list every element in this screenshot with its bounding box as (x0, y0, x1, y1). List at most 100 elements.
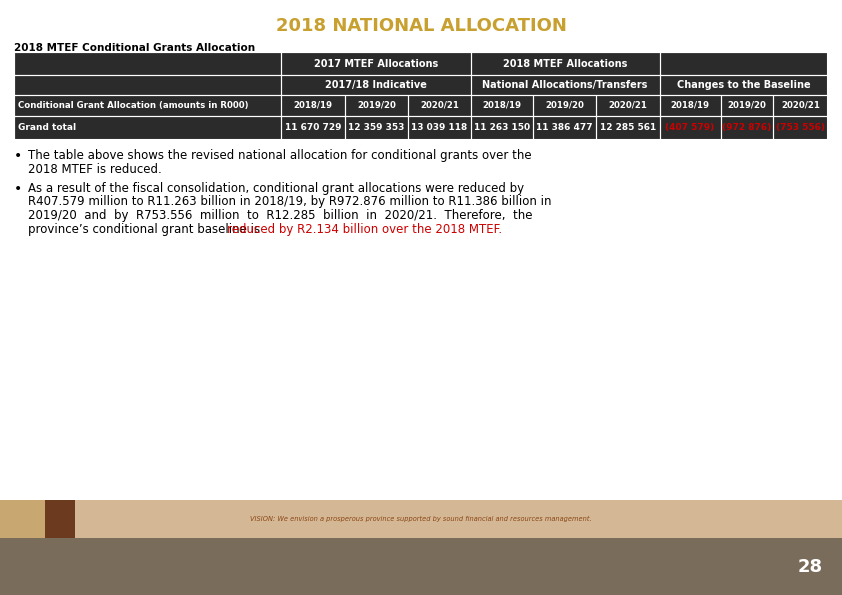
Text: 2020/21: 2020/21 (608, 101, 647, 110)
Bar (471, 116, 533, 140)
Bar (14, 52, 281, 76)
Bar (533, 116, 596, 140)
Text: province’s conditional grant baseline is: province’s conditional grant baseline is (28, 223, 264, 236)
Text: 12 359 353: 12 359 353 (349, 123, 405, 133)
Bar (281, 95, 345, 116)
Text: •: • (14, 182, 22, 196)
Text: 2018 MTEF Conditional Grants Allocation: 2018 MTEF Conditional Grants Allocation (14, 43, 255, 53)
Bar (721, 95, 774, 116)
Bar (408, 116, 471, 140)
Text: 2017 MTEF Allocations: 2017 MTEF Allocations (314, 59, 438, 68)
Text: 2019/20: 2019/20 (546, 101, 584, 110)
Bar (14, 116, 281, 140)
Text: 2018 MTEF Allocations: 2018 MTEF Allocations (503, 59, 627, 68)
Text: Changes to the Baseline: Changes to the Baseline (677, 80, 811, 90)
Text: 2020/21: 2020/21 (781, 101, 820, 110)
Bar (721, 95, 774, 116)
Text: 2018/19: 2018/19 (294, 101, 333, 110)
Bar (471, 52, 659, 76)
Bar (345, 95, 408, 116)
Bar (471, 52, 659, 76)
Bar (774, 95, 828, 116)
Bar (281, 116, 345, 140)
Text: 11 386 477: 11 386 477 (536, 123, 593, 133)
Bar (471, 116, 533, 140)
Text: As a result of the fiscal consolidation, conditional grant allocations were redu: As a result of the fiscal consolidation,… (28, 182, 524, 195)
Bar (14, 95, 281, 116)
Bar (596, 95, 659, 116)
Bar (345, 95, 408, 116)
Bar (14, 76, 281, 95)
Text: (407 579): (407 579) (665, 123, 715, 133)
Text: Grand total: Grand total (18, 123, 76, 133)
Text: National Allocations/Transfers: National Allocations/Transfers (482, 80, 647, 90)
Bar (14, 52, 281, 76)
Text: 2020/21: 2020/21 (420, 101, 459, 110)
Bar (0, 500, 842, 538)
Text: (753 556): (753 556) (776, 123, 825, 133)
Text: (972 876): (972 876) (722, 123, 771, 133)
Bar (659, 52, 828, 76)
Text: 28: 28 (797, 558, 823, 575)
Bar (14, 76, 281, 95)
Text: 2018/19: 2018/19 (482, 101, 521, 110)
Bar (596, 95, 659, 116)
Bar (281, 52, 471, 76)
Text: R407.579 million to R11.263 billion in 2018/19, by R972.876 million to R11.386 b: R407.579 million to R11.263 billion in 2… (28, 196, 552, 208)
Bar (281, 116, 345, 140)
Bar (408, 95, 471, 116)
Bar (774, 95, 828, 116)
Bar (0, 500, 45, 538)
Bar (281, 95, 345, 116)
Text: 12 285 561: 12 285 561 (600, 123, 656, 133)
Text: 11 263 150: 11 263 150 (474, 123, 530, 133)
Bar (345, 116, 408, 140)
Bar (14, 95, 281, 116)
Bar (14, 52, 828, 140)
Bar (471, 76, 659, 95)
Bar (721, 116, 774, 140)
Bar (596, 116, 659, 140)
Text: 2018/19: 2018/19 (670, 101, 710, 110)
Bar (281, 76, 471, 95)
Text: 2019/20: 2019/20 (727, 101, 766, 110)
Bar (659, 52, 828, 76)
Bar (281, 76, 471, 95)
Bar (596, 116, 659, 140)
Bar (659, 116, 721, 140)
Bar (408, 116, 471, 140)
Text: The table above shows the revised national allocation for conditional grants ove: The table above shows the revised nation… (28, 149, 531, 162)
Bar (533, 95, 596, 116)
Bar (281, 52, 471, 76)
Bar (659, 95, 721, 116)
Text: 2018 MTEF is reduced.: 2018 MTEF is reduced. (28, 163, 162, 176)
Bar (659, 76, 828, 95)
Text: 2017/18 Indicative: 2017/18 Indicative (325, 80, 427, 90)
Bar (774, 116, 828, 140)
Bar (774, 116, 828, 140)
Text: VISION: We envision a prosperous province supported by sound financial and resou: VISION: We envision a prosperous provinc… (250, 516, 592, 522)
Bar (471, 95, 533, 116)
Bar (471, 95, 533, 116)
Bar (345, 116, 408, 140)
Bar (721, 116, 774, 140)
Bar (659, 95, 721, 116)
Text: Conditional Grant Allocation (amounts in R000): Conditional Grant Allocation (amounts in… (18, 101, 248, 110)
Bar (659, 76, 828, 95)
Bar (14, 116, 281, 140)
Bar (0, 538, 842, 595)
Bar (533, 95, 596, 116)
Bar (0, 538, 842, 595)
Text: 11 670 729: 11 670 729 (285, 123, 341, 133)
Text: 2018 NATIONAL ALLOCATION: 2018 NATIONAL ALLOCATION (275, 17, 567, 35)
Bar (471, 76, 659, 95)
Text: reduced by R2.134 billion over the 2018 MTEF.: reduced by R2.134 billion over the 2018 … (226, 223, 502, 236)
Text: •: • (14, 149, 22, 163)
Bar (45, 500, 75, 538)
Bar (533, 116, 596, 140)
Text: 13 039 118: 13 039 118 (411, 123, 467, 133)
Bar (659, 116, 721, 140)
Text: 2019/20: 2019/20 (357, 101, 396, 110)
Bar (408, 95, 471, 116)
Text: 2019/20  and  by  R753.556  million  to  R12.285  billion  in  2020/21.  Therefo: 2019/20 and by R753.556 million to R12.2… (28, 209, 532, 222)
